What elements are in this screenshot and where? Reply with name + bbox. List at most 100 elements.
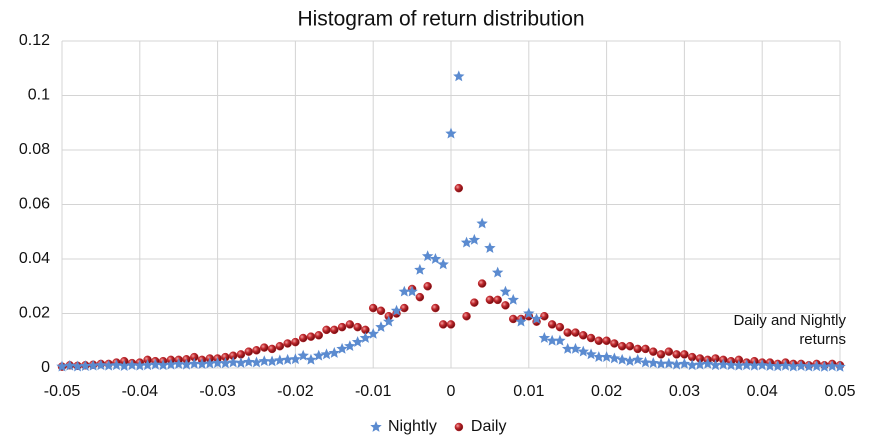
data-point [353,322,362,332]
data-point [546,334,558,346]
data-point [484,242,496,253]
data-point [834,360,846,372]
data-point [126,359,138,371]
data-point [87,359,99,371]
data-point [390,304,403,316]
data-point [322,325,331,335]
data-point [345,320,355,329]
data-point [491,266,504,278]
data-point [414,263,426,275]
data-point [204,357,216,369]
data-point [600,351,613,362]
data-point [141,359,154,371]
data-point [400,303,409,313]
data-point [437,258,449,270]
x-tick-label: 0.04 [747,383,778,400]
x-tick-label: 0.03 [669,383,700,400]
data-point [376,306,386,316]
data-point [95,359,107,371]
data-point [110,359,123,371]
y-tick-label: 0.04 [19,250,50,267]
data-point [547,320,557,329]
data-point [586,333,596,343]
data-point [772,360,784,372]
data-point [344,340,356,352]
data-point [429,253,442,264]
data-point [577,345,589,357]
data-point [244,347,253,356]
data-point [258,355,270,367]
data-point [297,349,309,361]
y-tick-label: 0.06 [19,196,50,213]
data-point [267,344,277,354]
data-point [188,357,200,369]
data-point [756,359,768,371]
annotation: Daily and Nightly [733,312,846,329]
data-point [180,358,193,370]
legend-label: Nightly [388,418,437,435]
data-point [803,360,815,372]
data-point [633,344,642,354]
data-point [306,332,316,341]
data-point [118,360,130,371]
data-point [602,336,611,345]
data-point [625,341,635,351]
data-point [709,359,722,371]
data-point [149,358,162,370]
x-tick-label: -0.01 [355,383,392,400]
data-point [818,360,831,372]
data-point [289,353,302,365]
data-point [219,357,232,369]
data-point [663,357,675,369]
data-point [406,285,418,297]
legend-label: Daily [471,418,507,435]
data-point [610,339,619,348]
data-point [555,322,565,332]
data-point [305,353,317,365]
data-point [196,358,208,370]
data-point [656,350,666,359]
data-point [608,352,621,364]
x-tick-label: 0.02 [591,383,622,400]
data-point [227,356,239,368]
data-point [64,359,76,371]
data-point [538,332,551,343]
data-point [298,333,308,343]
data-point [275,341,285,351]
data-point [647,357,659,368]
data-point [593,351,605,362]
data-point [508,314,518,324]
y-tick-label: 0.08 [19,141,50,158]
data-point [468,233,481,245]
data-point [415,292,425,302]
x-tick-label: -0.03 [199,383,236,400]
data-point [571,328,580,337]
data-point [470,298,479,307]
data-point [740,359,753,371]
data-point [499,285,512,297]
data-point [641,344,650,354]
data-point [314,331,323,340]
data-point [639,356,652,368]
data-point [694,358,706,370]
data-point [702,357,714,369]
data-point [585,348,597,360]
data-point [477,279,487,288]
data-point [686,359,698,371]
data-point [670,358,683,370]
data-point [274,354,286,366]
data-point [680,350,689,359]
data-point [71,360,84,372]
data-point [134,359,146,371]
x-tick-label: 0.05 [824,383,855,400]
data-point [678,357,691,369]
data-point [330,325,339,335]
data-point [460,236,473,248]
data-point [493,295,502,305]
data-point [243,356,255,367]
data-point [617,341,627,351]
data-point [717,358,730,370]
data-point [250,356,263,368]
data-point [748,359,761,371]
data-point [445,127,457,139]
